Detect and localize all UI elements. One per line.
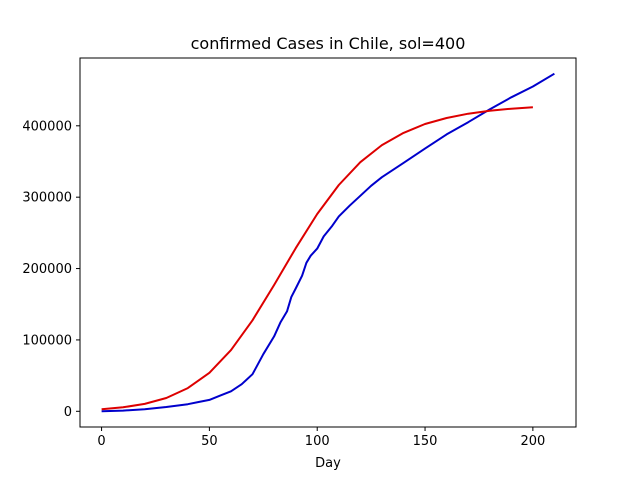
- y-tick-label: 400000: [22, 119, 72, 134]
- series-line-1: [101, 72, 555, 413]
- x-tick-label: 200: [520, 434, 545, 449]
- x-tick-label: 50: [201, 434, 218, 449]
- y-tick-label: 100000: [22, 333, 72, 348]
- x-axis-label: Day: [315, 456, 341, 471]
- x-tick-label: 0: [97, 434, 105, 449]
- y-tick-label: 0: [64, 405, 72, 420]
- x-tick-label: 100: [305, 434, 330, 449]
- chart-title: confirmed Cases in Chile, sol=400: [191, 34, 466, 53]
- x-tick-label: 150: [413, 434, 438, 449]
- series-line-2: [101, 106, 533, 411]
- y-tick-label: 300000: [22, 191, 72, 206]
- axis-ticks: 0 50 100 150 200 0 100000 200000 300000 400000: [22, 119, 545, 449]
- plot-area: [101, 72, 555, 413]
- y-tick-label: 200000: [22, 262, 72, 277]
- axes-frame: [79, 57, 577, 428]
